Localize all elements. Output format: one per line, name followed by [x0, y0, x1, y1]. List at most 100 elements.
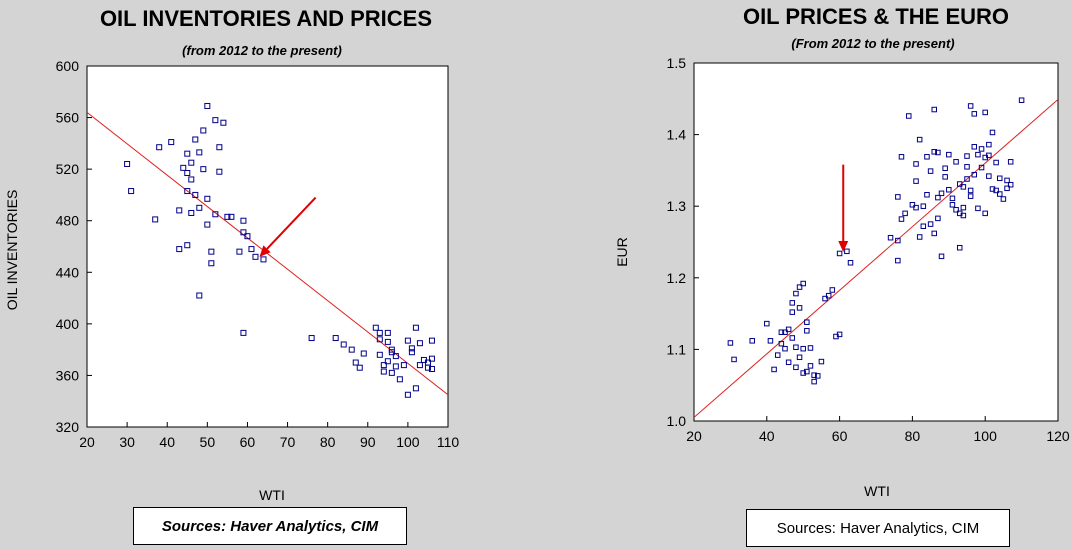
data-point [822, 295, 828, 302]
y-tick-label: 400 [56, 316, 80, 332]
data-point [196, 204, 203, 211]
data-point [986, 152, 992, 159]
data-point [924, 191, 930, 198]
data-point [200, 166, 207, 173]
data-point [764, 320, 770, 327]
oil-euro-chart: OIL PRICES & THE EURO (From 2012 to the … [614, 4, 1070, 499]
data-point [931, 149, 937, 155]
data-point [128, 188, 135, 195]
data-point [332, 335, 339, 342]
data-point [196, 149, 203, 156]
data-point [956, 181, 963, 187]
annotation-arrow [266, 196, 317, 250]
data-point [1018, 97, 1025, 103]
data-point [731, 356, 737, 363]
data-point [212, 211, 219, 218]
data-point [771, 366, 777, 373]
data-point [967, 193, 974, 199]
source-note: Sources: Haver Analytics, CIM [133, 507, 407, 545]
data-point [428, 355, 435, 362]
data-point [1000, 196, 1007, 202]
data-point [960, 204, 967, 211]
x-tick-label: 30 [119, 434, 135, 450]
x-tick-label: 110 [437, 434, 460, 450]
plot-area [693, 62, 1059, 422]
data-point [188, 209, 195, 216]
data-point [804, 328, 810, 334]
data-point [964, 176, 970, 182]
x-tick-label: 60 [832, 428, 848, 444]
data-point [964, 153, 970, 159]
data-point [168, 139, 175, 146]
trend-line [87, 112, 448, 396]
data-point [192, 191, 199, 198]
x-tick-label: 120 [1046, 428, 1070, 444]
y-tick-label: 600 [56, 58, 80, 74]
y-axis-label: OIL INVENTORIES [4, 190, 20, 311]
data-point [993, 187, 999, 194]
data-point [785, 359, 792, 366]
y-tick-label: 1.3 [667, 198, 687, 214]
data-point [240, 217, 247, 224]
data-point [216, 144, 223, 151]
chart-subtitle: (from 2012 to the present) [182, 43, 342, 58]
source-text: Sources: Haver Analytics, CIM [161, 517, 379, 535]
data-point [982, 210, 988, 217]
data-point [356, 364, 363, 371]
data-point [782, 329, 788, 335]
data-point [982, 109, 988, 116]
data-point [384, 338, 391, 345]
x-tick-label: 100 [974, 428, 998, 444]
data-point [188, 159, 195, 166]
data-point [424, 364, 431, 371]
data-point [1007, 159, 1014, 165]
data-point [180, 164, 187, 171]
data-point [252, 253, 259, 260]
data-point [396, 376, 403, 383]
x-tick-label: 70 [280, 434, 296, 450]
y-tick-label: 1.5 [667, 55, 687, 71]
data-point [204, 221, 211, 228]
data-point [384, 358, 391, 365]
data-point [836, 331, 843, 338]
data-point [829, 287, 836, 293]
data-point [340, 341, 347, 348]
data-point [778, 329, 785, 335]
y-tick-label: 440 [56, 264, 80, 280]
data-point [244, 233, 251, 240]
data-point [388, 346, 395, 353]
y-tick-label: 560 [56, 110, 80, 126]
data-point [895, 257, 901, 264]
data-point [960, 212, 967, 219]
x-tick-label: 50 [200, 434, 216, 450]
data-point [956, 244, 963, 251]
data-point [953, 207, 959, 213]
data-point [192, 136, 199, 143]
data-point [236, 248, 243, 255]
data-point [184, 242, 191, 249]
data-point [412, 324, 419, 331]
data-point [372, 324, 379, 331]
data-point [844, 248, 850, 255]
data-point [240, 229, 247, 236]
data-point [380, 362, 387, 369]
data-point [804, 368, 810, 375]
data-point [942, 174, 948, 180]
y-tick-label: 1.4 [667, 127, 687, 143]
data-point [793, 364, 799, 371]
data-point [749, 338, 755, 344]
data-point [184, 150, 191, 157]
data-point [260, 256, 267, 263]
x-axis-label: WTI [864, 483, 890, 499]
data-point [184, 170, 191, 177]
data-point [785, 326, 792, 333]
data-point [836, 250, 843, 257]
data-point [380, 368, 387, 375]
data-point [1004, 177, 1010, 184]
data-point [997, 175, 1003, 182]
data-point [789, 300, 796, 306]
data-point [804, 319, 810, 325]
x-tick-label: 100 [396, 434, 420, 450]
data-point [942, 165, 948, 172]
